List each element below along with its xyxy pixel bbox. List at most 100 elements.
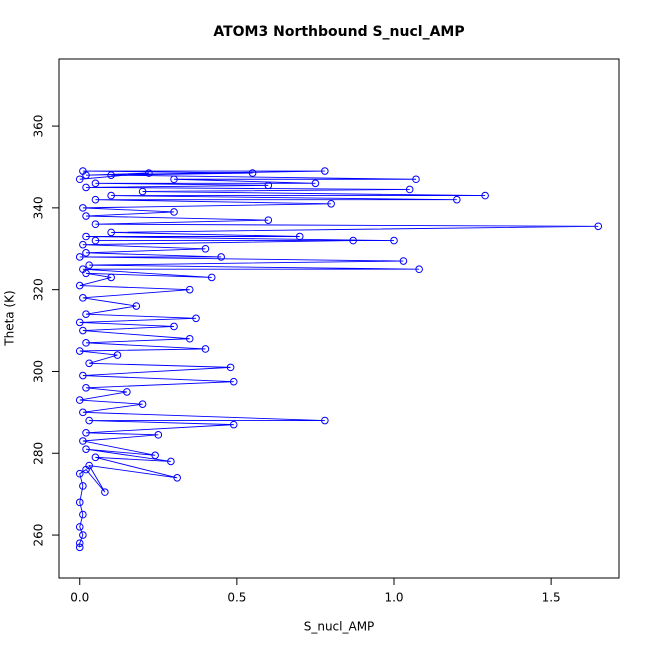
data-point <box>415 265 423 274</box>
data-point <box>226 363 235 372</box>
data-point <box>453 195 461 204</box>
data-point <box>132 302 141 310</box>
data-point <box>91 236 100 245</box>
data-point <box>170 322 178 331</box>
x-tick-label: 1.0 <box>384 591 403 605</box>
data-point <box>167 457 175 466</box>
data-point <box>82 429 90 437</box>
data-point <box>107 273 115 282</box>
data-point <box>75 523 84 531</box>
data-point <box>82 171 90 179</box>
y-tick-label: 360 <box>32 115 46 138</box>
data-point <box>75 253 84 261</box>
y-tick-label: 260 <box>32 524 46 547</box>
data-point <box>405 185 414 194</box>
data-point <box>85 261 93 269</box>
data-point <box>79 240 87 249</box>
data-point <box>154 431 163 439</box>
data-point <box>151 451 159 460</box>
y-tick-label: 320 <box>32 278 46 301</box>
data-point <box>79 437 87 445</box>
data-point <box>82 212 90 220</box>
chart-title: ATOM3 Northbound S_nucl_AMP <box>213 24 464 40</box>
data-point <box>145 169 153 177</box>
data-point <box>207 273 216 282</box>
data-point <box>248 169 257 177</box>
data-point <box>481 191 489 200</box>
data-point <box>82 232 90 241</box>
x-tick-label: 0.0 <box>70 591 89 605</box>
data-point <box>594 222 603 231</box>
plot-box <box>58 58 620 579</box>
data-point <box>311 179 320 188</box>
data-point <box>82 310 90 319</box>
data-point <box>82 384 90 392</box>
data-point <box>101 488 109 496</box>
data-point <box>264 216 273 224</box>
data-point <box>295 232 304 241</box>
data-point <box>321 416 329 425</box>
data-point <box>113 351 122 359</box>
data-point <box>75 281 84 290</box>
data-point <box>75 175 84 184</box>
data-point <box>91 195 100 204</box>
data-point <box>229 420 238 429</box>
data-point <box>79 326 87 335</box>
y-tick-label: 340 <box>32 196 46 219</box>
data-point <box>85 461 93 470</box>
data-point <box>107 171 115 179</box>
data-point <box>138 187 147 196</box>
data-line <box>79 170 599 548</box>
data-point <box>85 359 93 368</box>
data-point <box>107 191 115 200</box>
data-point <box>82 249 90 257</box>
data-point <box>229 377 238 386</box>
data-point <box>75 469 84 478</box>
x-tick-label: 1.5 <box>542 591 561 605</box>
data-point <box>75 539 84 548</box>
data-point <box>201 345 210 353</box>
data-point <box>79 408 87 417</box>
data-point <box>185 285 194 294</box>
data-point <box>91 453 100 462</box>
data-point <box>349 236 357 245</box>
y-axis-label: Theta (K) <box>3 290 17 346</box>
data-point <box>82 445 90 453</box>
data-point <box>327 199 335 208</box>
data-point <box>79 510 87 519</box>
data-point <box>264 181 273 190</box>
data-point <box>79 482 87 490</box>
data-point <box>79 371 87 380</box>
data-point <box>399 257 408 265</box>
data-point <box>75 396 84 404</box>
data-point <box>82 339 90 347</box>
data-point <box>390 236 398 245</box>
data-point <box>321 167 329 175</box>
data-point <box>91 179 100 188</box>
data-point <box>85 416 93 425</box>
data-point <box>91 220 100 229</box>
data-point <box>75 347 84 355</box>
data-point <box>185 334 194 343</box>
x-tick-label: 0.5 <box>227 591 246 605</box>
data-point <box>173 473 181 482</box>
data-point <box>75 498 84 507</box>
data-point <box>75 318 84 327</box>
data-point <box>123 388 131 396</box>
y-tick-label: 300 <box>32 360 46 383</box>
data-point <box>82 183 90 192</box>
data-point <box>217 253 225 261</box>
data-point <box>170 175 178 184</box>
data-point <box>75 543 84 552</box>
data-point <box>170 208 178 216</box>
data-point <box>138 400 147 408</box>
data-point <box>412 175 420 184</box>
data-point <box>79 294 87 302</box>
data-point <box>79 265 87 274</box>
x-axis-label: S_nucl_AMP <box>304 620 375 634</box>
data-point <box>192 314 200 323</box>
data-point <box>79 531 87 539</box>
y-tick-label: 280 <box>32 442 46 465</box>
data-point <box>107 228 115 237</box>
